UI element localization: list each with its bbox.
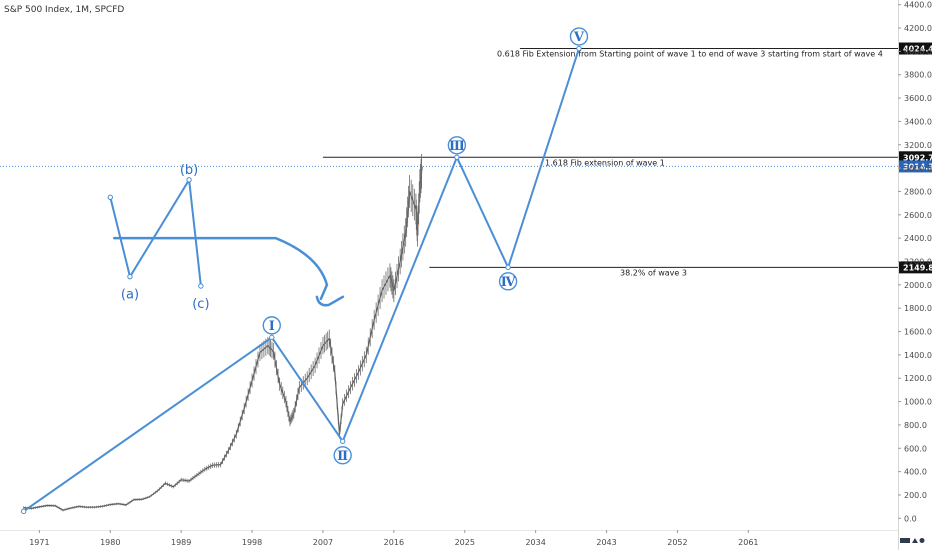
price-badge-bg — [899, 160, 932, 173]
tradingview-logo-icon — [900, 538, 925, 543]
wave-vertex — [269, 334, 275, 341]
y-tick-label: 3600.0 — [904, 94, 932, 103]
wave-label-circle — [569, 27, 589, 46]
y-tick-label: 200.0 — [904, 491, 927, 500]
y-tick-label: 0.0 — [904, 514, 917, 523]
wave-label-text: Ⅳ — [501, 275, 516, 290]
wave-vertex — [505, 264, 511, 271]
price-badge-label: 3092.7 — [903, 153, 932, 162]
price-badge-bg — [899, 261, 932, 274]
y-tick-label: 3800.0 — [904, 71, 932, 80]
wave-layer — [20, 45, 582, 515]
y-tick-label: 2600.0 — [904, 211, 932, 220]
y-tick-label: 2200.0 — [904, 257, 932, 266]
wave-label-circle — [498, 272, 518, 291]
y-tick-label: 2400.0 — [904, 234, 932, 243]
y-tick-label: 4200.0 — [904, 24, 932, 33]
wave-label-text: Ⅲ — [449, 139, 465, 154]
x-tick-label: 2025 — [455, 538, 475, 547]
x-tick-label: 2016 — [384, 538, 404, 547]
y-tick-label: 3000.0 — [904, 164, 932, 173]
y-tick-label: 2800.0 — [904, 187, 932, 196]
wave-vertex — [454, 154, 460, 160]
hand-drawn-arrow-curve — [112, 236, 329, 287]
fib-level-annotation: 0.618 Fib Extension from Starting point … — [497, 50, 883, 59]
x-tick-label: 2052 — [667, 538, 687, 547]
price-layer — [23, 153, 423, 512]
wave-vertex — [107, 194, 113, 200]
level-lines-layer: 0.618 Fib Extension from Starting point … — [0, 42, 932, 277]
hand-drawn-arrow-head — [315, 295, 345, 307]
y-tick-label: 2000.0 — [904, 281, 932, 290]
y-tick-label: 1200.0 — [904, 374, 932, 383]
hand-drawn-arrow-stem — [319, 283, 329, 301]
wave-vertex — [576, 45, 582, 52]
y-tick-label: 4400.0 — [904, 1, 932, 10]
abc-wave-label: (b) — [180, 163, 198, 178]
y-tick-label: 1400.0 — [904, 351, 932, 360]
x-tick-label: 2043 — [596, 538, 616, 547]
fib-level-annotation: 1.618 Fib extension of wave 1 — [545, 158, 665, 167]
y-tick-label: 800.0 — [904, 421, 927, 430]
logo-dot — [919, 538, 925, 543]
price-badge: 4024.4 — [899, 42, 932, 55]
wave-vertex — [198, 283, 204, 289]
y-axis: 0.0 200.0 400.0 600.0 800.0 1000.0 1200.0 1400.… — [898, 0, 932, 550]
wave-vertex — [186, 177, 192, 183]
y-tick-label: 1800.0 — [904, 304, 932, 313]
wave-label-text: Ⅰ — [269, 319, 275, 334]
y-tick-label: 3200.0 — [904, 141, 932, 150]
fib-level-annotation: 38.2% of wave 3 — [620, 268, 687, 277]
elliott-abc-wave-line — [109, 178, 202, 287]
abc-wave-label: (c) — [192, 297, 209, 312]
y-tick-label: 600.0 — [904, 444, 927, 453]
watermark-layer — [900, 538, 925, 543]
price-badge-label: 3014.3 — [903, 162, 932, 171]
price-badge: 3014.3 — [899, 160, 932, 173]
wave-labels-layer: Ⅰ Ⅱ Ⅲ Ⅳ Ⅴ (a) (b) (c) — [121, 27, 589, 465]
x-tick-label: 1989 — [171, 538, 191, 547]
y-tick-label: 3400.0 — [904, 117, 932, 126]
x-tick-label: 1980 — [100, 538, 120, 547]
wave-vertex — [127, 273, 133, 280]
wave-label-text: Ⅴ — [573, 30, 585, 45]
x-axis: 1971 1980 1989 1998 2007 2016 2025 2034 2043 2052… — [0, 530, 898, 547]
logo-triangle — [912, 538, 918, 543]
wave-label-circle — [333, 446, 352, 465]
elliott-main-wave-line — [23, 48, 580, 513]
price-badge-bg — [899, 151, 932, 164]
price-badge: 2149.8 — [899, 261, 932, 274]
wave-vertex — [20, 508, 27, 515]
y-tick-label: 400.0 — [904, 468, 927, 477]
wave-label-circle — [447, 136, 467, 155]
wave-label-text: Ⅱ — [337, 449, 348, 464]
wave-vertex — [339, 438, 346, 444]
x-tick-label: 2007 — [313, 538, 333, 547]
logo-bar — [900, 538, 910, 543]
y-tick-label: 1000.0 — [904, 398, 932, 407]
x-tick-label: 1971 — [29, 538, 49, 547]
chart-title: S&P 500 Index, 1M, SPCFD — [4, 5, 124, 15]
x-tick-label: 2061 — [738, 538, 758, 547]
x-tick-label: 1998 — [242, 538, 262, 547]
abc-wave-label: (a) — [121, 288, 139, 303]
y-tick-label: 1600.0 — [904, 328, 932, 337]
price-badge-label: 4024.4 — [903, 45, 932, 54]
price-badge-label: 2149.8 — [903, 263, 932, 272]
price-badge: 3092.7 — [899, 151, 932, 164]
y-tick-label: 4000.0 — [904, 47, 932, 56]
wave-label-circle — [262, 316, 281, 335]
x-tick-label: 2034 — [525, 538, 545, 547]
price-badge-bg — [899, 42, 932, 55]
